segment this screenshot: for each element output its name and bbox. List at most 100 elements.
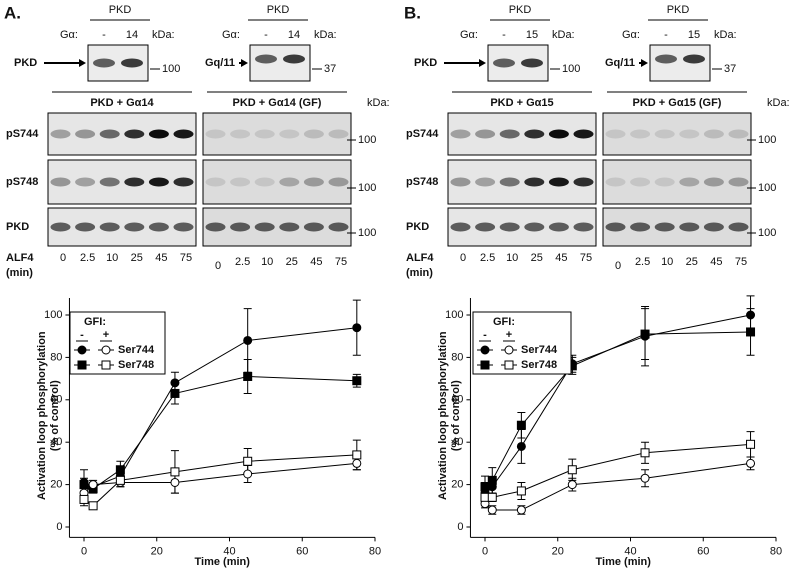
band	[679, 129, 700, 139]
data-point	[243, 371, 253, 381]
kda-label: kDa:	[314, 29, 337, 41]
band	[75, 222, 96, 232]
legend-label: Ser744	[521, 344, 558, 356]
kda-marker: 100	[758, 227, 776, 239]
kda-marker: 100	[562, 63, 580, 75]
band	[450, 222, 471, 232]
y-tick-label: 0	[457, 521, 463, 533]
y-tick-label: 100	[445, 309, 463, 321]
blot-box	[202, 112, 352, 156]
data-point	[480, 482, 490, 492]
data-point	[640, 448, 650, 458]
band	[499, 129, 520, 139]
band	[328, 222, 349, 232]
band	[573, 177, 594, 187]
blot-box	[602, 112, 752, 156]
band	[75, 177, 96, 187]
data-point	[487, 492, 497, 502]
band	[524, 129, 545, 139]
blot-box	[202, 207, 352, 247]
blot-row-label: PKD	[6, 221, 29, 233]
data-point	[88, 480, 98, 490]
band	[124, 222, 145, 232]
blot-box	[602, 159, 752, 205]
band	[303, 222, 324, 232]
blot-row-label: pS744	[6, 128, 39, 140]
time-value: 25	[131, 252, 143, 264]
band	[230, 222, 251, 232]
time-value: 75	[180, 252, 192, 264]
time-value: 45	[310, 256, 322, 268]
time-unit: (min)	[406, 267, 433, 279]
band	[205, 129, 226, 139]
data-point	[352, 450, 362, 460]
band	[254, 129, 275, 139]
x-tick-label: 40	[223, 545, 235, 557]
time-value: 45	[155, 252, 167, 264]
y-tick-label: 40	[451, 436, 463, 448]
data-point	[115, 475, 125, 485]
legend-marker	[77, 345, 87, 355]
band	[605, 129, 626, 139]
lane-label: 14	[288, 29, 300, 41]
blot-row-label: Gq/11	[605, 57, 635, 69]
band	[548, 222, 569, 232]
band	[654, 177, 675, 187]
x-tick-label: 80	[770, 545, 782, 557]
time-value: 10	[661, 256, 673, 268]
data-point	[115, 465, 125, 475]
kda-marker: 100	[358, 227, 376, 239]
band	[524, 177, 545, 187]
y-tick-label: 40	[50, 436, 62, 448]
blot-row-label: pS744	[406, 128, 439, 140]
kda-marker: 37	[324, 63, 336, 75]
data-point	[516, 486, 526, 496]
legend-column: +	[506, 329, 512, 341]
blot-box	[47, 159, 197, 205]
band	[99, 129, 120, 139]
band	[654, 129, 675, 139]
arrow-head	[241, 59, 248, 67]
band	[328, 177, 349, 187]
band	[654, 222, 675, 232]
band	[173, 177, 194, 187]
band	[50, 222, 71, 232]
group-label: PKD + Gα14 (GF)	[233, 97, 322, 109]
band	[499, 222, 520, 232]
y-tick-label: 80	[451, 351, 463, 363]
band	[548, 129, 569, 139]
lane-label: 15	[688, 29, 700, 41]
legend-marker	[101, 360, 111, 370]
time-value: 10	[106, 252, 118, 264]
panel-label: B.	[404, 3, 421, 22]
band	[573, 222, 594, 232]
time-value: 2.5	[235, 256, 250, 268]
data-point	[640, 473, 650, 483]
group-label: PKD + Gα14	[90, 97, 154, 109]
band	[679, 177, 700, 187]
time-value: 45	[555, 252, 567, 264]
data-point	[79, 480, 89, 490]
time-value: 0	[215, 260, 221, 272]
band	[303, 129, 324, 139]
band	[50, 129, 71, 139]
data-point	[516, 420, 526, 430]
band	[303, 177, 324, 187]
blot-row-label: PKD	[14, 57, 37, 69]
band	[99, 177, 120, 187]
data-point	[487, 505, 497, 515]
legend-marker	[101, 345, 111, 355]
band	[605, 222, 626, 232]
band	[573, 129, 594, 139]
data-point	[352, 458, 362, 468]
legend-column: +	[103, 329, 109, 341]
band	[148, 222, 169, 232]
time-value: 2.5	[480, 252, 495, 264]
blot-box	[602, 207, 752, 247]
band	[450, 129, 471, 139]
arrow-head	[79, 59, 86, 67]
band	[728, 222, 749, 232]
data-point	[487, 475, 497, 485]
band	[655, 54, 677, 64]
